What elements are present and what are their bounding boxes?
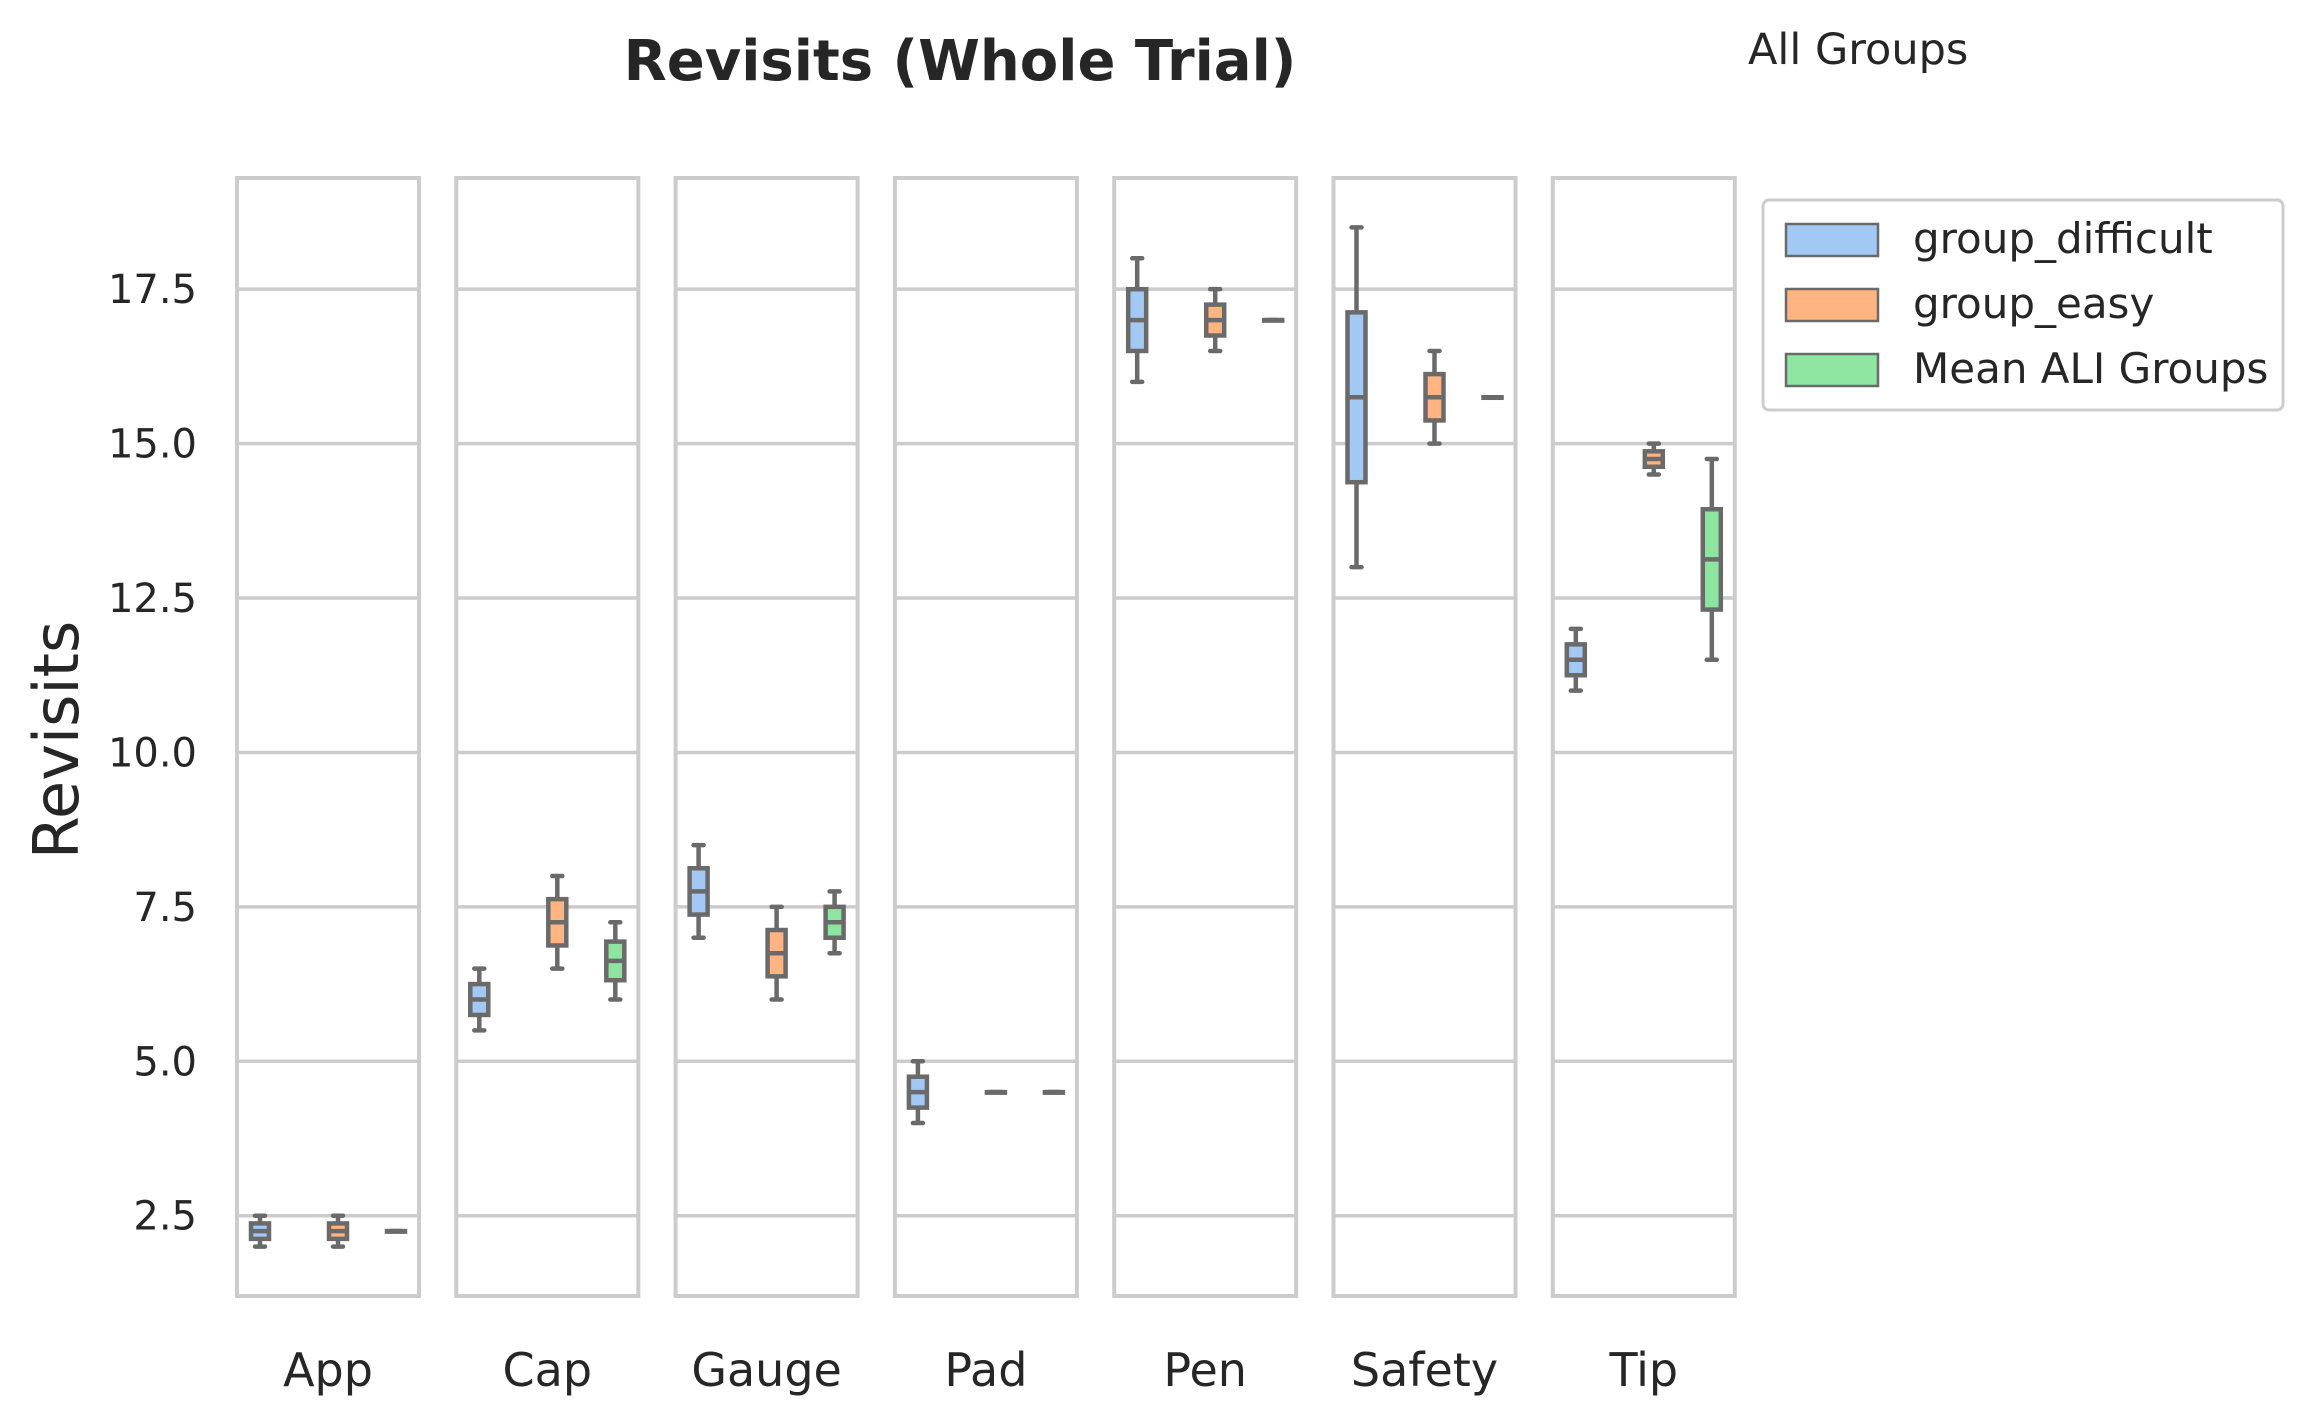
y-axis-label: Revisits [20,621,93,860]
box-pad-group-difficult [906,1059,930,1126]
box-safety-mean-ali-groups [1481,395,1504,401]
y-tick-label-3: 10.0 [108,730,197,776]
box-gauge-mean-ali-groups [823,889,846,956]
category-label-safety: Safety [1351,1343,1498,1397]
y-tick-labels: 2.5 5.0 7.5 10.0 12.5 15.0 17.5 [108,267,197,1240]
category-labels: App Cap Gauge Pad Pen Safety Tip [283,1343,1678,1397]
chart-title: Revisits (Whole Trial) [624,29,1297,94]
box-app-group-easy [326,1213,350,1249]
box-pen-mean-ali-groups [1261,317,1285,323]
panel-frame-pen [1112,176,1299,1298]
grid-layer [237,287,1735,1218]
panel-frames [235,176,1737,1298]
box-tip-group-easy [1642,441,1666,477]
category-label-cap: Cap [503,1343,593,1397]
box-cap-mean-ali-groups [604,920,627,1002]
y-tick-label-4: 12.5 [108,576,197,622]
box-cap-group-easy [546,873,569,971]
box-safety-group-difficult [1345,225,1368,570]
legend-label-group-easy: group_easy [1913,279,2154,328]
panel-frame-safety [1331,176,1518,1298]
box-pen-group-difficult [1125,256,1149,385]
y-tick-label-5: 15.0 [108,422,197,468]
panel-frame-app [235,176,421,1298]
legend-swatch-group-easy [1784,287,1880,323]
box-app-mean-ali-groups [384,1228,408,1234]
panel-frame-cap [454,176,641,1298]
boxes-layer [248,225,1724,1249]
y-tick-label-1: 5.0 [133,1039,197,1085]
panel-frame-pad [892,176,1079,1298]
panel-frame-gauge [673,176,860,1298]
legend-frame [1761,198,2285,412]
box-safety-group-easy [1423,348,1446,446]
chart-subtitle: All Groups [1748,25,1968,75]
box-app-group-difficult [248,1213,272,1249]
box-tip-group-difficult [1564,626,1588,693]
box-gauge-group-easy [765,904,788,1002]
box-pad-group-easy [984,1089,1008,1095]
legend-swatch-group-difficult [1784,222,1880,258]
category-label-gauge: Gauge [691,1343,842,1397]
box-pad-mean-ali-groups [1042,1089,1066,1095]
legend-label-mean-ali-groups: Mean ALI Groups [1913,344,2268,393]
legend-label-group-difficult: group_difficult [1913,214,2213,263]
category-label-app: App [283,1343,373,1397]
legend-swatch-mean-ali-groups [1784,352,1880,388]
box-gauge-group-difficult [687,842,710,940]
legend: group_difficult group_easy Mean ALI Groups [1761,198,2285,412]
y-tick-label-0: 2.5 [133,1194,197,1240]
panel-frame-tip [1550,176,1737,1298]
box-cap-group-difficult [468,966,491,1033]
box-tip-mean-ali-groups [1700,456,1724,663]
category-label-pen: Pen [1163,1343,1247,1397]
category-label-pad: Pad [944,1343,1027,1397]
box-pen-group-easy [1203,286,1227,354]
y-tick-label-2: 7.5 [133,885,197,931]
category-label-tip: Tip [1608,1343,1678,1397]
y-tick-label-6: 17.5 [108,267,197,313]
